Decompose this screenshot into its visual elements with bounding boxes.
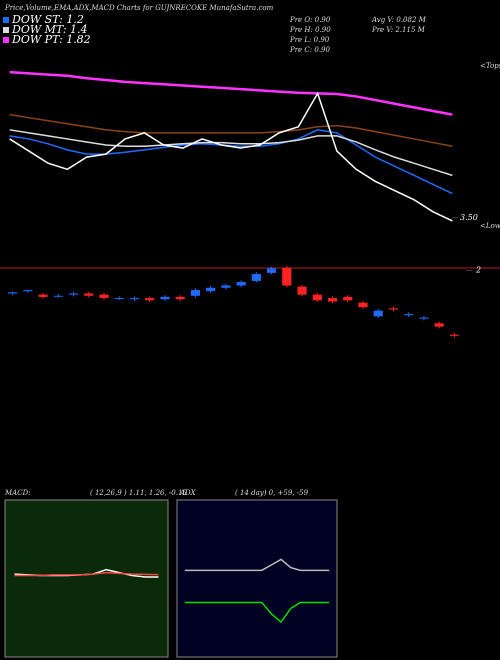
candle-body: [236, 282, 246, 286]
candle-body: [145, 298, 155, 301]
macd-panel: [4, 499, 169, 658]
annotation: Pre L: 0.90: [289, 36, 330, 44]
adx-subtitle: ( 14 day) 0, +59, -59: [235, 489, 309, 497]
y-tick-label: 3.50: [460, 213, 478, 222]
legend-label: DOW ST: 1.2: [11, 13, 84, 26]
legend-label: DOW MT: 1.4: [11, 23, 88, 36]
series-line: [184, 558, 330, 572]
candle-body: [38, 294, 48, 297]
legend-swatch: [3, 27, 9, 33]
candle-body: [175, 296, 185, 300]
series-line: [9, 113, 453, 147]
candle-body: [343, 296, 353, 301]
y-tick-label: 2: [475, 266, 481, 275]
candle-body: [68, 293, 79, 295]
candle-body: [8, 292, 18, 294]
candle-body: [206, 287, 216, 292]
candle-body: [434, 323, 444, 327]
candle-body: [114, 298, 124, 300]
chart-title: Price,Volume,EMA,ADX,MACD Charts for GUJ…: [4, 4, 274, 12]
series-line: [9, 129, 453, 195]
adx-panel: [176, 499, 338, 658]
annotation: Pre C: 0.90: [289, 46, 330, 54]
candle-body: [190, 290, 200, 296]
candle-body: [282, 267, 292, 286]
candle-body: [449, 334, 459, 336]
legend-swatch: [3, 37, 9, 43]
candle-body: [23, 290, 33, 292]
legend-swatch: [3, 17, 9, 23]
candle-body: [53, 295, 63, 297]
annotation: Pre H: 0.90: [289, 26, 331, 34]
macd-title: MACD:: [4, 489, 31, 497]
series-line: [184, 601, 330, 624]
macd-subtitle: ( 12,26,9 ) 1.11, 1.26, -0.15: [90, 489, 187, 497]
annotation: Pre O: 0.90: [289, 16, 331, 24]
candle-body: [251, 274, 261, 281]
candle-body: [388, 308, 399, 310]
candle-body: [358, 302, 368, 308]
candle-body: [129, 298, 140, 300]
candle-body: [221, 285, 231, 288]
legend-label: DOW PT: 1.82: [11, 33, 91, 46]
candle-body: [297, 286, 307, 295]
series-line: [14, 571, 159, 577]
series-line: [9, 91, 453, 222]
candle-body: [267, 268, 277, 273]
candle-body: [404, 314, 414, 316]
annotation: Avg V: 0.082 M: [371, 16, 427, 24]
candle-body: [312, 294, 322, 301]
series-line: [9, 70, 453, 116]
candle-body: [84, 293, 94, 296]
candle-body: [327, 298, 338, 302]
adx-title: ADX: [179, 489, 197, 497]
series-line: [9, 129, 453, 177]
annotation: <Lows: [480, 222, 500, 230]
candle-body: [160, 296, 170, 300]
candle-body: [419, 317, 429, 319]
annotation: <Tops: [480, 62, 500, 70]
candle-body: [99, 294, 109, 299]
annotation: Pre V: 2.115 M: [371, 26, 426, 34]
candle-body: [373, 310, 383, 317]
